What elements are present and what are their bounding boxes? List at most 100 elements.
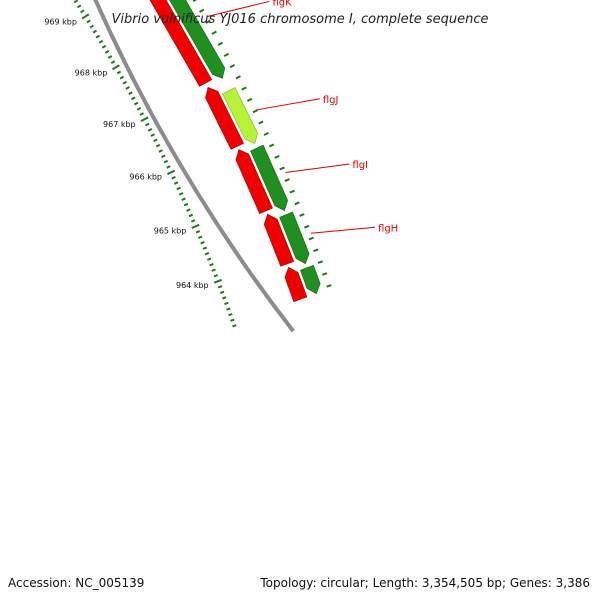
minor-tick bbox=[163, 159, 169, 164]
outer-tick bbox=[252, 109, 259, 114]
minor-tick bbox=[110, 60, 116, 65]
gene-label-flgJ: flgJ bbox=[323, 95, 339, 106]
minor-tick bbox=[76, 4, 82, 9]
minor-tick bbox=[125, 86, 130, 90]
outer-tick bbox=[279, 166, 285, 171]
outer-tick bbox=[274, 154, 280, 159]
reverse-gene-arrow bbox=[169, 0, 226, 79]
minor-tick bbox=[202, 246, 207, 250]
minor-tick bbox=[155, 143, 161, 148]
major-tick bbox=[111, 64, 120, 71]
forward-gene-arrow bbox=[149, 0, 213, 87]
minor-tick bbox=[228, 313, 233, 317]
outer-tick bbox=[263, 131, 269, 136]
minor-tick bbox=[181, 197, 186, 201]
outer-tick bbox=[313, 248, 319, 253]
minor-tick bbox=[204, 252, 210, 256]
minor-tick bbox=[224, 301, 229, 306]
minor-tick bbox=[232, 324, 237, 328]
tick-label: 964 kbp bbox=[176, 281, 209, 290]
minor-tick bbox=[122, 80, 127, 85]
minor-tick bbox=[116, 70, 122, 75]
chromosome-backbone bbox=[93, 0, 295, 333]
outer-tick bbox=[317, 260, 323, 264]
forward-gene-arrow bbox=[284, 266, 308, 303]
minor-tick bbox=[207, 257, 212, 261]
forward-gene-arrow bbox=[263, 213, 295, 267]
minor-tick bbox=[73, 0, 79, 4]
minor-tick bbox=[226, 307, 231, 311]
outer-tick bbox=[211, 30, 217, 35]
minor-tick bbox=[139, 112, 144, 116]
minor-tick bbox=[166, 165, 171, 169]
minor-tick bbox=[101, 44, 107, 49]
outer-tick bbox=[284, 178, 290, 182]
major-tick bbox=[213, 278, 223, 284]
outer-tick bbox=[289, 189, 295, 194]
tick-label: 966 kbp bbox=[129, 173, 162, 182]
minor-tick bbox=[104, 50, 110, 54]
minor-tick bbox=[95, 34, 101, 39]
outer-tick bbox=[299, 213, 305, 217]
gene-label-line bbox=[256, 98, 320, 111]
gene-label-flgH: flgH bbox=[378, 223, 398, 234]
gene-labels: flgHflgIflgJflgKflgL bbox=[206, 0, 398, 234]
highlighted-gene-arrow bbox=[222, 87, 258, 144]
outer-tick bbox=[205, 19, 211, 24]
minor-tick bbox=[209, 263, 214, 267]
gene-label-flgI: flgI bbox=[352, 160, 368, 171]
minor-tick bbox=[230, 318, 235, 322]
minor-tick bbox=[197, 235, 203, 239]
minor-tick bbox=[136, 106, 142, 111]
minor-tick bbox=[86, 19, 91, 24]
minor-tick bbox=[147, 128, 153, 132]
reverse-gene-arrow bbox=[250, 144, 289, 212]
minor-tick bbox=[145, 122, 150, 127]
outer-tick bbox=[303, 224, 310, 229]
minor-tick bbox=[80, 9, 85, 14]
minor-tick bbox=[107, 55, 113, 59]
outer-tick bbox=[294, 201, 300, 206]
minor-tick bbox=[217, 285, 223, 289]
footer-background bbox=[0, 570, 600, 596]
minor-tick bbox=[183, 202, 189, 207]
outer-tick bbox=[229, 64, 236, 69]
gene-label-flgK: flgK bbox=[272, 0, 292, 8]
topology-text: Topology: circular; Length: 3,354,505 bp… bbox=[259, 576, 590, 590]
minor-tick bbox=[153, 138, 158, 143]
backbone-arc bbox=[93, 0, 295, 333]
minor-tick bbox=[128, 91, 133, 95]
major-tick bbox=[191, 223, 200, 229]
forward-gene-arrow bbox=[205, 86, 245, 150]
gene-label-line bbox=[285, 163, 350, 173]
minor-tick bbox=[195, 230, 201, 234]
outer-tick bbox=[247, 97, 253, 102]
forward-gene-arrow bbox=[235, 149, 273, 214]
tick-label: 965 kbp bbox=[154, 226, 187, 235]
outer-tick bbox=[235, 75, 241, 80]
minor-tick bbox=[158, 149, 163, 153]
minor-tick bbox=[190, 219, 196, 223]
reverse-gene-arrow bbox=[279, 211, 310, 265]
minor-tick bbox=[98, 39, 104, 44]
outer-tick bbox=[199, 8, 205, 13]
minor-tick bbox=[186, 208, 191, 212]
tick-label: 969 kbp bbox=[44, 18, 77, 27]
minor-tick bbox=[200, 241, 205, 245]
minor-tick bbox=[173, 181, 179, 185]
outer-tick bbox=[258, 120, 264, 125]
minor-tick bbox=[188, 213, 194, 218]
major-tick bbox=[140, 116, 149, 123]
minor-tick bbox=[161, 154, 166, 159]
outer-tick bbox=[192, 0, 198, 2]
outer-tick bbox=[217, 41, 224, 46]
tick-label: 967 kbp bbox=[103, 120, 136, 129]
outer-tick bbox=[268, 143, 275, 148]
accession-text: Accession: NC_005139 bbox=[8, 576, 144, 590]
reverse-gene-arrow bbox=[300, 264, 321, 295]
minor-tick bbox=[119, 75, 125, 80]
minor-tick bbox=[176, 186, 181, 191]
gene-label-line bbox=[206, 0, 270, 18]
